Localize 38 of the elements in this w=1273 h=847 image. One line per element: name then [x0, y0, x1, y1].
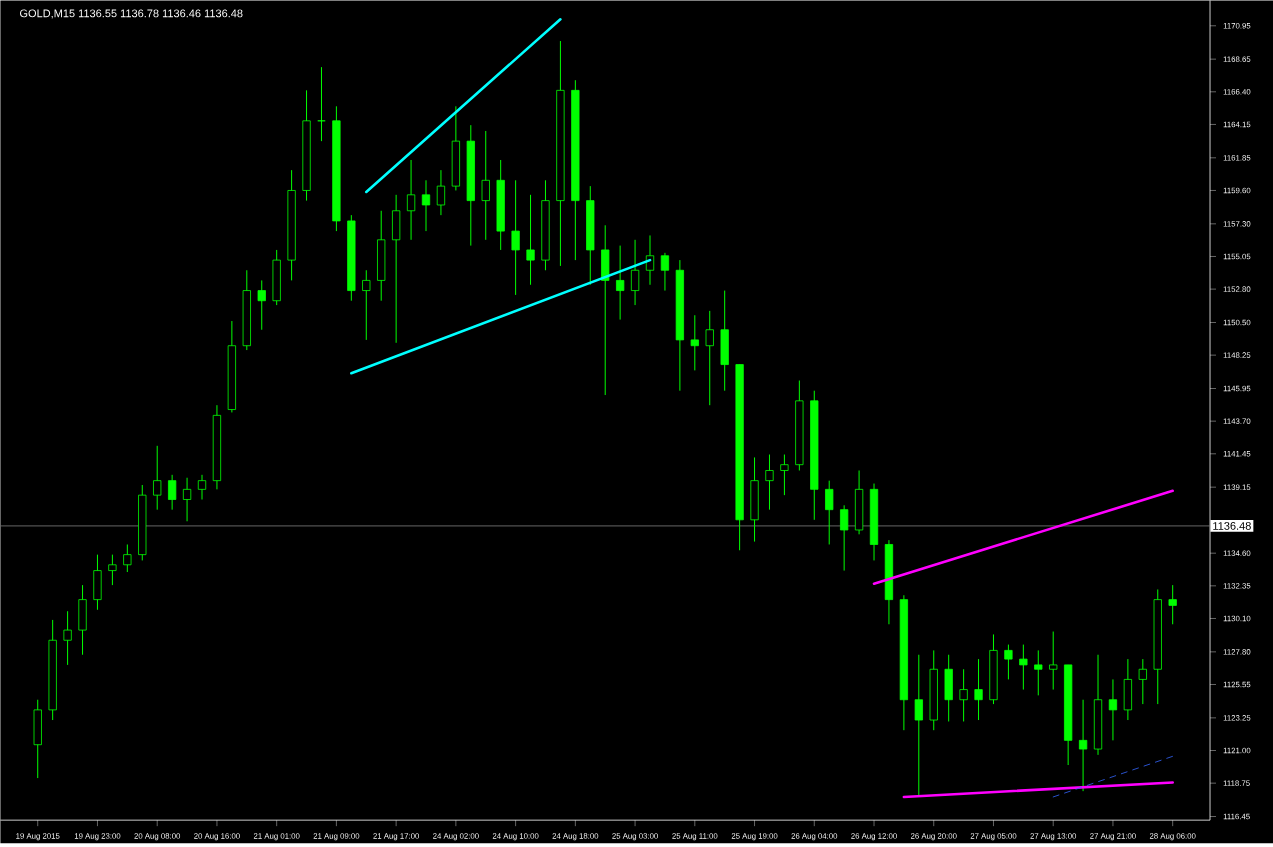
- candlestick: [825, 480, 834, 546]
- candlestick: [616, 245, 625, 321]
- candlestick: [660, 252, 670, 292]
- candlestick: [840, 504, 849, 572]
- candlestick: [168, 474, 177, 511]
- candlestick: [436, 169, 446, 216]
- candlestick: [63, 610, 72, 666]
- candlestick: [1019, 644, 1028, 691]
- candlestick: [690, 314, 699, 371]
- candlestick: [1108, 678, 1118, 741]
- candlestick: [1078, 699, 1088, 792]
- text: GOLD,M15 1136.55 1136.78 1136.46 1136.48: [20, 9, 243, 19]
- candlestick: [362, 269, 371, 341]
- candlestick: [645, 234, 655, 286]
- candlestick: [481, 130, 490, 241]
- candlestick: [123, 544, 132, 573]
- candlestick: [959, 668, 968, 723]
- candlestick: [511, 179, 520, 296]
- candlestick: [1004, 644, 1013, 680]
- candlestick: [630, 239, 640, 306]
- candlestick: [974, 658, 983, 721]
- candlestick: [197, 474, 207, 501]
- candlestick: [526, 194, 535, 286]
- candlestick: [1034, 649, 1043, 696]
- candlestick: [421, 179, 431, 232]
- candlestick: [182, 477, 192, 522]
- candlestick: [780, 454, 789, 496]
- candlestick: [914, 654, 923, 798]
- candlestick: [1049, 631, 1058, 691]
- candlestick: [257, 279, 266, 331]
- candlestick: [153, 445, 162, 511]
- candlestick: [108, 554, 117, 586]
- candlestick: [705, 310, 714, 406]
- ref-line-label: 1136.48: [1213, 522, 1251, 530]
- candlestick: [765, 454, 774, 511]
- candlestick: [1168, 584, 1177, 625]
- candlestick: [1138, 658, 1147, 705]
- candlestick: [406, 159, 416, 241]
